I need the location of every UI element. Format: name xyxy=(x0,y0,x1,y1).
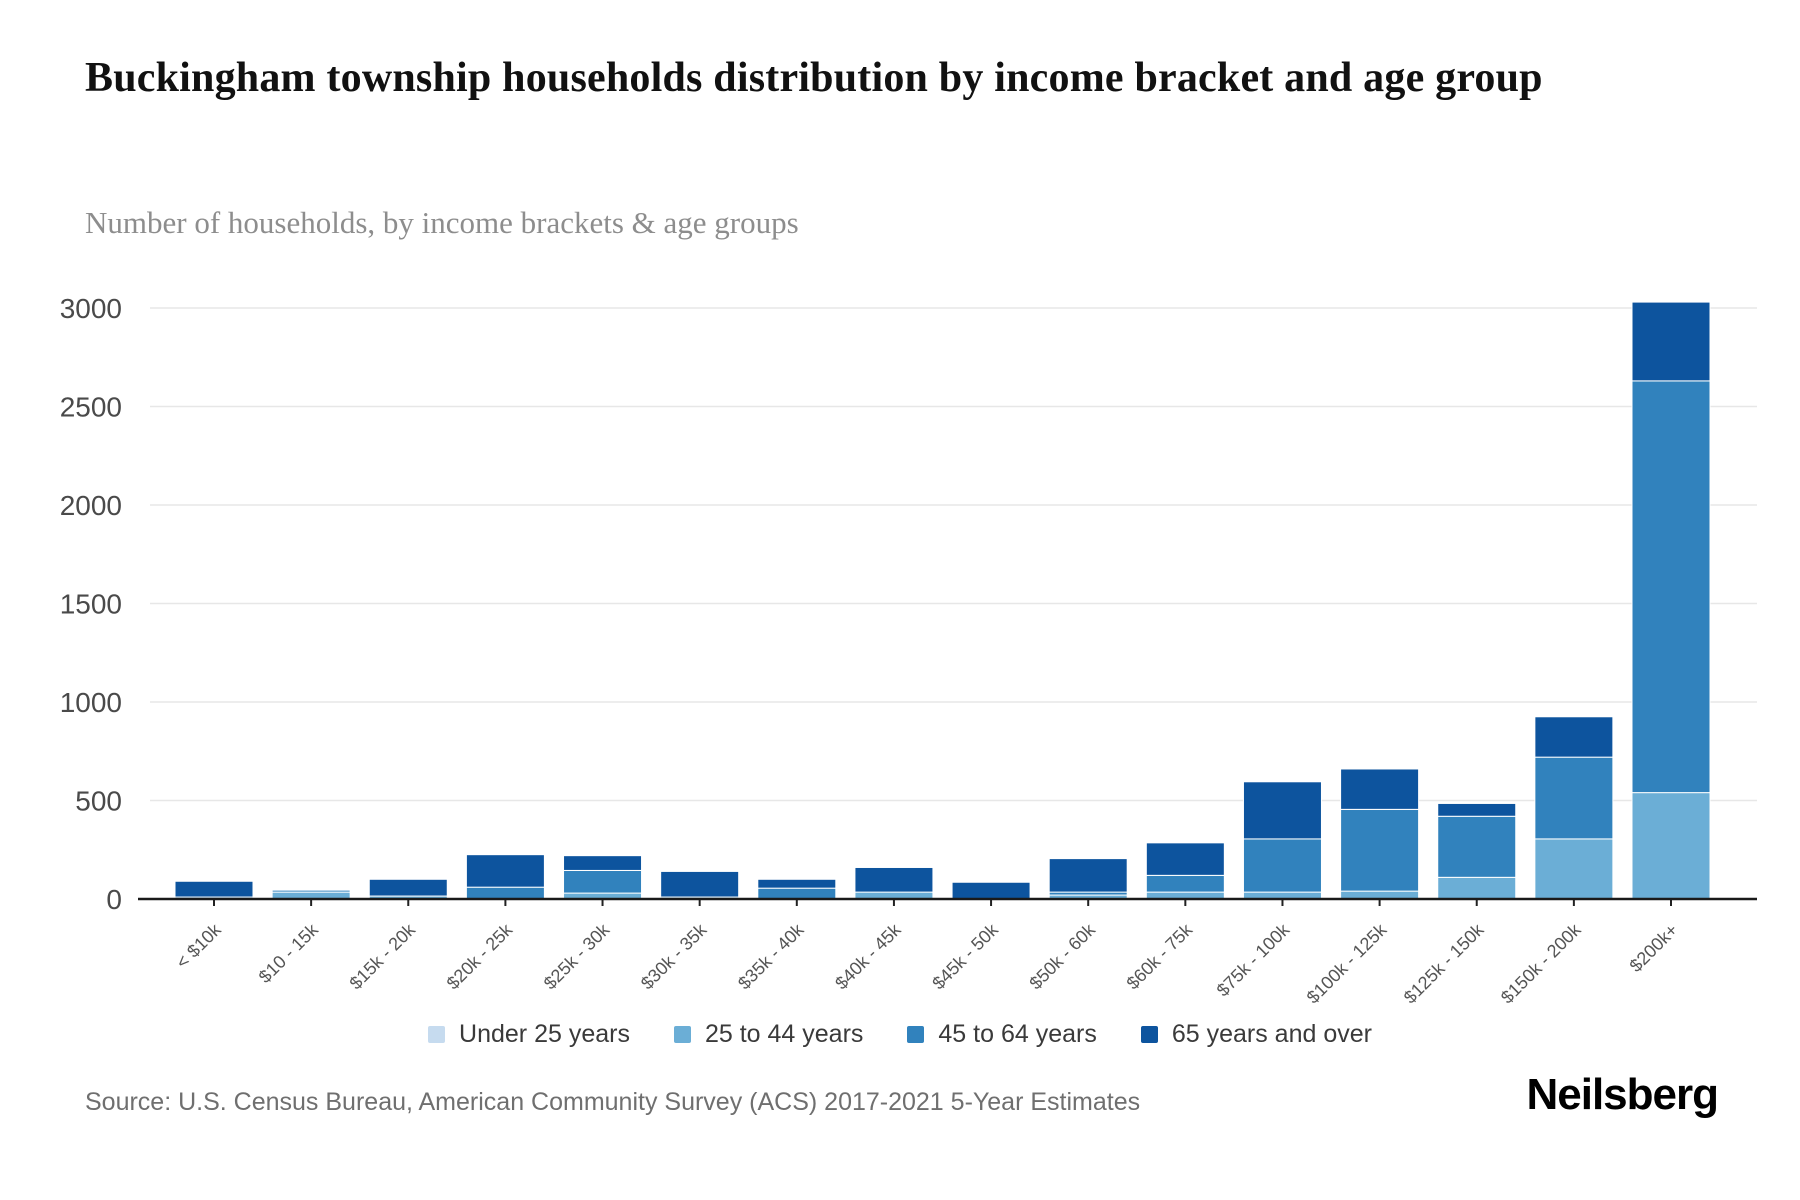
bar-segment[interactable] xyxy=(563,869,643,894)
bar-segment[interactable] xyxy=(1437,802,1517,817)
bar-segment[interactable] xyxy=(1340,768,1420,810)
legend-swatch-icon xyxy=(428,1026,446,1043)
bar-segment[interactable] xyxy=(465,886,545,900)
y-axis-tick-label: 1500 xyxy=(60,589,122,620)
legend-item[interactable]: 65 years and over xyxy=(1140,1020,1372,1049)
bar-segment[interactable] xyxy=(1534,756,1614,840)
chart-legend: Under 25 years 25 to 44 years 45 to 64 yea… xyxy=(0,1020,1800,1049)
x-axis-category-label: $60k - 75k xyxy=(1123,919,1197,993)
x-axis-category-label: $35k - 40k xyxy=(734,919,808,993)
source-attribution: Source: U.S. Census Bureau, American Com… xyxy=(85,1088,1141,1116)
legend-label: 45 to 64 years xyxy=(938,1020,1097,1048)
bar-segment[interactable] xyxy=(854,866,934,893)
bar-segment[interactable] xyxy=(1534,838,1614,900)
neilsberg-logo: Neilsberg xyxy=(1526,1070,1719,1119)
bar-segment[interactable] xyxy=(951,881,1031,900)
bar-segment[interactable] xyxy=(1048,858,1128,893)
x-axis-category-label: < $10k xyxy=(172,919,225,972)
bar-segment[interactable] xyxy=(1534,716,1614,758)
y-axis-tick-label: 2500 xyxy=(60,392,122,423)
bar-segment[interactable] xyxy=(1437,815,1517,878)
bar-segment[interactable] xyxy=(660,870,740,898)
x-axis-category-label: $75k - 100k xyxy=(1213,919,1294,1000)
bar-segment[interactable] xyxy=(757,887,837,900)
y-axis-tick-label: 1000 xyxy=(60,687,122,718)
legend-item[interactable]: 25 to 44 years xyxy=(673,1020,864,1049)
bar-segment[interactable] xyxy=(465,854,545,888)
bar-segment[interactable] xyxy=(1145,874,1225,893)
y-axis-tick-label: 0 xyxy=(106,884,122,915)
bar-segment[interactable] xyxy=(1437,876,1517,900)
legend-swatch-icon xyxy=(673,1026,691,1043)
x-axis-category-label: $125k - 150k xyxy=(1400,919,1488,1007)
x-axis-category-label: $30k - 35k xyxy=(637,919,711,993)
x-axis-category-label: $15k - 20k xyxy=(346,919,420,993)
legend-item[interactable]: 45 to 64 years xyxy=(907,1020,1097,1049)
bar-segment[interactable] xyxy=(368,878,448,897)
bar-segment[interactable] xyxy=(757,878,837,889)
y-axis-tick-label: 2000 xyxy=(60,490,122,521)
bar-segment[interactable] xyxy=(1242,781,1322,840)
bar-segment[interactable] xyxy=(563,855,643,871)
legend-swatch-icon xyxy=(1140,1026,1158,1043)
x-axis-category-label: $10 - 15k xyxy=(255,919,323,987)
x-axis-category-label: $50k - 60k xyxy=(1025,919,1099,993)
bar-segment[interactable] xyxy=(271,889,351,893)
bar-segment[interactable] xyxy=(174,880,254,898)
legend-label: 65 years and over xyxy=(1171,1020,1372,1048)
legend-label: 25 to 44 years xyxy=(704,1020,864,1048)
x-axis-category-label: $150k - 200k xyxy=(1497,919,1585,1007)
legend-swatch-icon xyxy=(907,1026,925,1043)
x-axis-category-label: $20k - 25k xyxy=(443,919,517,993)
bar-segment[interactable] xyxy=(1631,301,1711,382)
bar-segment[interactable] xyxy=(1631,380,1711,794)
bar-segment[interactable] xyxy=(1340,808,1420,892)
chart-subtitle: Number of households, by income brackets… xyxy=(85,205,799,240)
y-axis-tick-label: 500 xyxy=(75,786,122,817)
bar-segment[interactable] xyxy=(1242,838,1322,893)
y-axis-tick-label: 3000 xyxy=(60,293,122,324)
x-axis-category-label: $40k - 45k xyxy=(831,919,905,993)
x-axis-category-label: $200k+ xyxy=(1626,920,1682,976)
x-axis-category-label: $25k - 30k xyxy=(540,919,614,993)
chart-title: Buckingham township households distribut… xyxy=(85,55,1543,101)
x-axis-category-label: $100k - 125k xyxy=(1303,919,1391,1007)
legend-label: Under 25 years xyxy=(459,1020,630,1048)
bar-segment[interactable] xyxy=(1631,792,1711,900)
bar-segment[interactable] xyxy=(1145,842,1225,876)
x-axis-category-label: $45k - 50k xyxy=(928,919,1002,993)
legend-item[interactable]: Under 25 years xyxy=(428,1020,630,1049)
